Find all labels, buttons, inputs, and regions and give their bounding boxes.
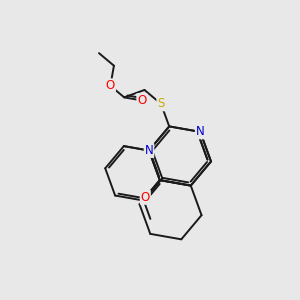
Text: N: N xyxy=(196,125,205,138)
Text: N: N xyxy=(145,144,153,157)
Text: O: O xyxy=(106,79,115,92)
Text: S: S xyxy=(157,97,165,110)
Text: O: O xyxy=(141,191,150,204)
Text: O: O xyxy=(137,94,146,107)
